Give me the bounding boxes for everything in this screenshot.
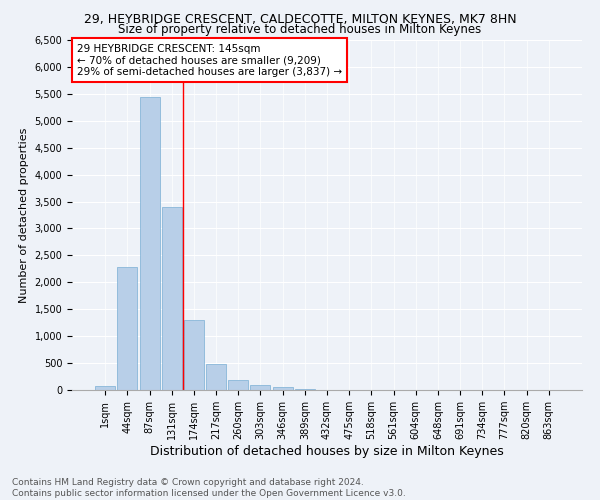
Text: Size of property relative to detached houses in Milton Keynes: Size of property relative to detached ho… xyxy=(118,22,482,36)
Bar xyxy=(118,267,137,390)
Bar xyxy=(162,207,182,390)
Text: 29 HEYBRIDGE CRESCENT: 145sqm
← 70% of detached houses are smaller (9,209)
29% o: 29 HEYBRIDGE CRESCENT: 145sqm ← 70% of d… xyxy=(77,44,342,76)
Bar xyxy=(140,97,160,390)
Bar xyxy=(95,386,115,390)
Text: 29, HEYBRIDGE CRESCENT, CALDECOTTE, MILTON KEYNES, MK7 8HN: 29, HEYBRIDGE CRESCENT, CALDECOTTE, MILT… xyxy=(83,12,517,26)
X-axis label: Distribution of detached houses by size in Milton Keynes: Distribution of detached houses by size … xyxy=(150,445,504,458)
Bar xyxy=(295,388,315,390)
Bar xyxy=(228,380,248,390)
Bar xyxy=(272,387,293,390)
Y-axis label: Number of detached properties: Number of detached properties xyxy=(19,128,29,302)
Bar xyxy=(206,364,226,390)
Text: Contains HM Land Registry data © Crown copyright and database right 2024.
Contai: Contains HM Land Registry data © Crown c… xyxy=(12,478,406,498)
Bar xyxy=(250,384,271,390)
Bar xyxy=(184,320,204,390)
